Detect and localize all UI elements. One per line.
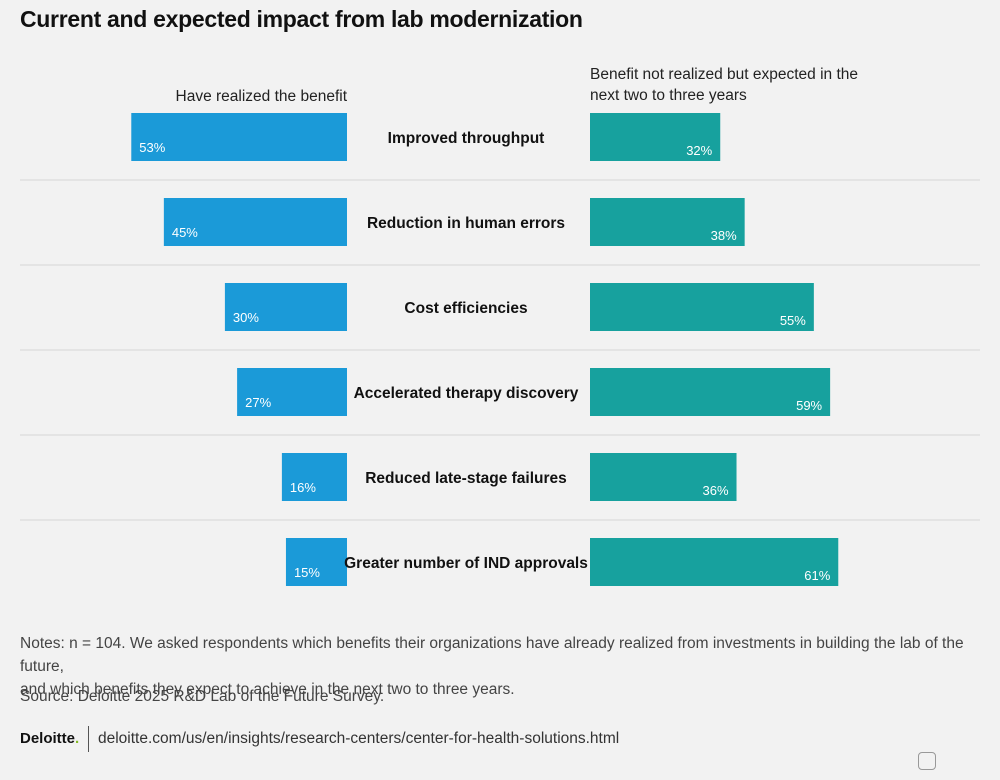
right-column-header-line1: Benefit not realized but expected in the bbox=[590, 66, 858, 83]
bar-label-expected: 61% bbox=[804, 568, 830, 583]
category-label: Accelerated therapy discovery bbox=[354, 385, 579, 402]
bar-label-expected: 38% bbox=[711, 228, 737, 243]
bar-realized bbox=[281, 453, 347, 501]
bar-expected bbox=[590, 368, 831, 416]
bar-label-realized: 30% bbox=[233, 310, 259, 325]
source-text: Source: Deloitte 2025 R&D Lab of the Fut… bbox=[20, 688, 385, 705]
bar-label-expected: 32% bbox=[686, 143, 712, 158]
brand-name: Deloitte bbox=[20, 730, 76, 747]
source-url[interactable]: deloitte.com/us/en/insights/research-cen… bbox=[98, 730, 620, 747]
bar-label-realized: 15% bbox=[294, 565, 320, 580]
bar-expected bbox=[590, 283, 814, 331]
watermark-icon bbox=[918, 752, 936, 770]
bar-expected bbox=[590, 538, 839, 586]
bar-label-realized: 16% bbox=[290, 480, 316, 495]
bar-expected bbox=[590, 453, 737, 501]
footer-divider bbox=[88, 726, 89, 752]
notes: Notes: n = 104. We asked respondents whi… bbox=[20, 632, 970, 701]
bar-label-realized: 45% bbox=[172, 225, 198, 240]
right-column-header-line2: next two to three years bbox=[590, 87, 747, 104]
category-label: Cost efficiencies bbox=[404, 300, 527, 317]
category-label: Improved throughput bbox=[388, 130, 545, 147]
bar-label-expected: 36% bbox=[702, 483, 728, 498]
bar-realized bbox=[237, 368, 347, 416]
brand-dot: . bbox=[75, 730, 80, 747]
deloitte-logo: Deloitte. bbox=[20, 730, 79, 747]
left-column-header: Have realized the benefit bbox=[175, 88, 347, 105]
bar-label-realized: 53% bbox=[139, 140, 165, 155]
bar-expected bbox=[590, 198, 745, 246]
bar-realized bbox=[224, 283, 347, 331]
bar-label-expected: 59% bbox=[796, 398, 822, 413]
diverging-bar-chart: 53% 32% Improved throughput 45% 38% Reduction… bbox=[20, 113, 980, 586]
chart-title: Current and expected impact from lab mod… bbox=[20, 6, 583, 32]
right-column-header: Benefit not realized but expected in the… bbox=[590, 64, 890, 106]
category-label: Greater number of IND approvals bbox=[344, 555, 588, 572]
bar-realized bbox=[163, 198, 347, 246]
notes-line1: Notes: n = 104. We asked respondents whi… bbox=[20, 635, 964, 675]
bar-label-expected: 55% bbox=[780, 313, 806, 328]
bar-realized bbox=[285, 538, 347, 586]
category-label: Reduction in human errors bbox=[367, 215, 565, 232]
bar-realized bbox=[131, 113, 347, 161]
notes-line2: and which benefits they expect to achiev… bbox=[20, 681, 515, 698]
bar-expected bbox=[590, 113, 721, 161]
category-label: Reduced late-stage failures bbox=[365, 470, 567, 487]
bar-label-realized: 27% bbox=[245, 395, 271, 410]
